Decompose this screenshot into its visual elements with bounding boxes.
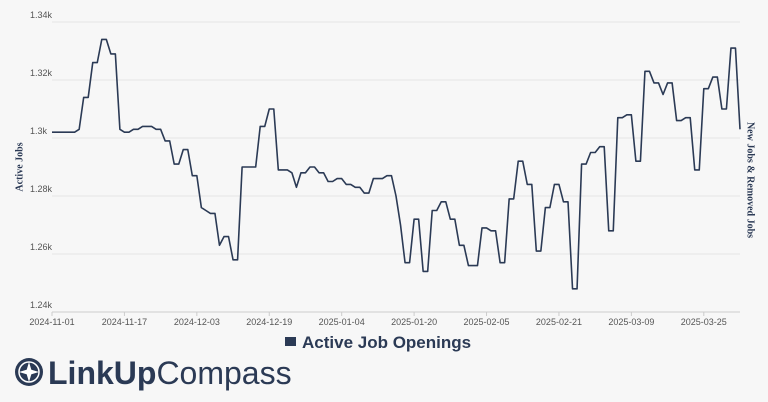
- x-tick-label: 2024-12-19: [246, 317, 292, 327]
- legend-swatch: [285, 337, 296, 346]
- line: [52, 38, 741, 290]
- y-tick-label: 1.26k: [30, 242, 53, 252]
- logo: LinkUpCompass: [15, 355, 292, 391]
- logo-light: Compass: [156, 355, 291, 391]
- y2-axis-title: New Jobs & Removed Jobs: [745, 122, 756, 238]
- legend-label: Active Job Openings: [302, 333, 471, 352]
- logo-icon-needle: [19, 362, 39, 382]
- x-tick-label: 2025-03-09: [608, 317, 654, 327]
- x-tick-label: 2025-02-21: [536, 317, 582, 327]
- x-tick-label: 2025-01-04: [319, 317, 365, 327]
- y-tick-label: 1.28k: [30, 184, 53, 194]
- y-tick-label: 1.32k: [30, 68, 53, 78]
- y-tick-label: 1.34k: [30, 10, 53, 20]
- x-tick-label: 2024-11-17: [102, 317, 147, 327]
- y-tick-label: 1.3k: [30, 126, 48, 136]
- logo-text: LinkUpCompass: [48, 355, 292, 391]
- y-axis-title: Active Jobs: [14, 142, 25, 191]
- x-tick-label: 2024-11-01: [29, 317, 74, 327]
- y-tick-label: 1.24k: [30, 300, 53, 310]
- logo-bold: LinkUp: [48, 355, 156, 391]
- x-tick-label: 2025-03-25: [681, 317, 727, 327]
- legend-item: Active Job Openings: [285, 333, 471, 352]
- x-tick-label: 2024-12-03: [174, 317, 220, 327]
- x-tick-label: 2025-01-20: [391, 317, 437, 327]
- x-tick-label: 2025-02-05: [464, 317, 510, 327]
